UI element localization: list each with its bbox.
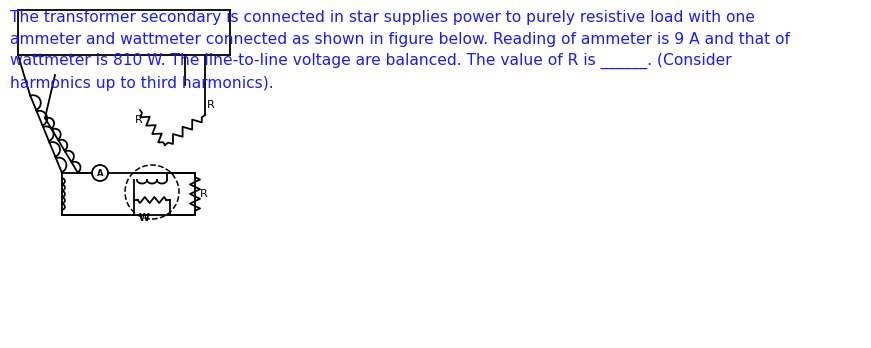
- Text: The transformer secondary is connected in star supplies power to purely resistiv: The transformer secondary is connected i…: [10, 10, 790, 91]
- Text: R: R: [200, 189, 208, 199]
- Text: R: R: [207, 100, 215, 110]
- Text: A: A: [97, 168, 104, 177]
- Text: R: R: [135, 115, 143, 125]
- Text: W: W: [138, 213, 149, 223]
